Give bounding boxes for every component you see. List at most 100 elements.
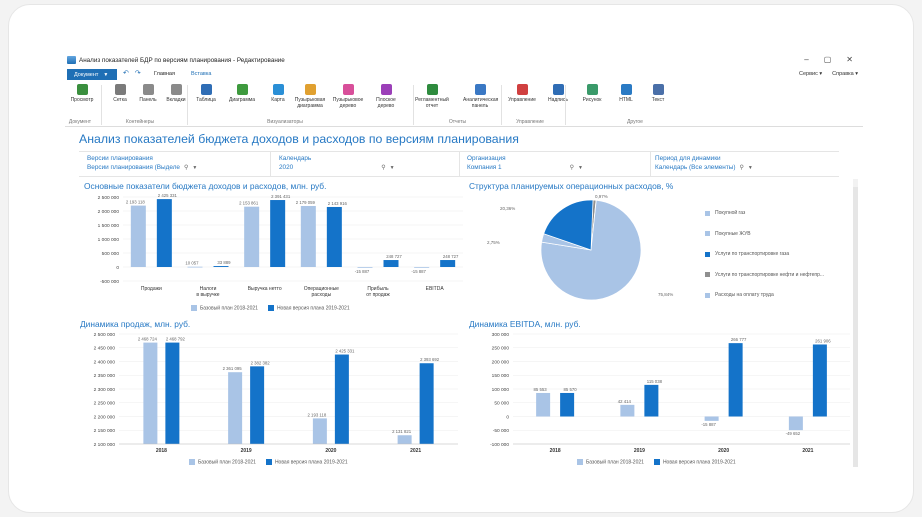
search-icon[interactable]: ⚲ (569, 165, 574, 171)
pie-slice[interactable] (543, 199, 594, 251)
ribbon-button-table[interactable]: Таблица (189, 84, 223, 103)
bar-new[interactable] (334, 354, 349, 444)
bar-new[interactable] (644, 384, 659, 417)
bar-new[interactable] (213, 266, 229, 267)
ribbon-button-tabs[interactable]: Вкладки (159, 84, 193, 103)
chevron-down-icon[interactable]: ▼ (389, 164, 395, 171)
legend-swatch (705, 210, 710, 216)
bar-new[interactable] (560, 392, 575, 417)
chevron-down-icon[interactable]: ▼ (747, 164, 753, 171)
ribbon-button-report[interactable]: Регламентный отчет (415, 84, 449, 109)
close-icon[interactable]: ✕ (846, 55, 853, 64)
search-icon[interactable]: ⚲ (183, 165, 189, 171)
ribbon-button-text[interactable]: Текст (641, 84, 675, 103)
document-menu-button[interactable]: Документ ▼ (67, 69, 117, 80)
data-label: 2 153 861 (239, 201, 259, 206)
bar-base[interactable] (143, 342, 158, 444)
pie-data-label: 20,36% (500, 206, 515, 211)
x-tick-label: Налоги (200, 286, 217, 292)
help-menu[interactable]: Справка ▾ (832, 71, 858, 77)
bar-base[interactable] (788, 416, 803, 431)
bar-base[interactable] (536, 392, 551, 417)
ribbon-button-html[interactable]: HTML (609, 84, 643, 103)
vertical-scrollbar[interactable] (853, 179, 858, 467)
app-icon (67, 56, 76, 64)
pie-data-label: 75,84% (658, 292, 673, 297)
bar-new[interactable] (419, 363, 434, 444)
filter-label: Календарь (279, 155, 312, 162)
search-icon[interactable]: ⚲ (381, 165, 386, 171)
service-menu[interactable]: Сервис ▾ (798, 71, 823, 77)
x-tick-label: 2021 (802, 448, 813, 454)
maximize-icon[interactable]: ▢ (823, 55, 832, 64)
ribbon-button-flat-tree[interactable]: Плоское дерево (369, 84, 403, 109)
bar-base[interactable] (397, 435, 412, 444)
bar-new[interactable] (440, 260, 456, 267)
y-tick-label: 2 200 000 (94, 414, 116, 420)
pie-legend-label: Покупные ЖУВ (715, 230, 751, 237)
bar-base[interactable] (300, 205, 316, 267)
chevron-down-icon[interactable]: ▼ (577, 164, 583, 171)
x-tick-label: Прибыль (367, 286, 389, 292)
data-label: -15 887 (701, 422, 716, 427)
bar-new[interactable] (383, 260, 399, 267)
ribbon-button-grid[interactable]: Сетка (103, 84, 137, 103)
tab-main[interactable]: Главная (154, 71, 175, 77)
legend-item-new: Новая версия плана 2019-2021 (267, 305, 350, 311)
y-tick-label: 2 350 000 (94, 373, 116, 379)
filter-calendar[interactable]: Календарь 2020 ⚲ ▼ (279, 155, 395, 171)
y-tick-label: -50 000 (493, 428, 510, 434)
ribbon-button-bubble-tree[interactable]: Пузырьковое дерево (331, 84, 365, 109)
ribbon-button-map[interactable]: Карта (261, 84, 295, 103)
bar-base[interactable] (228, 372, 243, 444)
data-label: 2 425 331 (335, 349, 355, 354)
bar-base[interactable] (130, 205, 146, 267)
bar-new[interactable] (812, 344, 827, 417)
y-tick-label: 2 250 000 (94, 401, 116, 407)
minimize-icon[interactable]: – (804, 55, 809, 64)
legend-sales-dynamics: Базовый план 2018-2021 Новая версия план… (189, 459, 348, 465)
filter-planning-versions[interactable]: Версии планирования Версии планирования … (87, 155, 197, 171)
bar-base[interactable] (244, 206, 260, 267)
ribbon-button-preview[interactable]: Просмотр (65, 84, 99, 103)
bar-base[interactable] (414, 267, 430, 268)
tab-insert[interactable]: Вставка (191, 71, 212, 77)
pie-legend-item: Расходы на оплату труда (705, 285, 824, 306)
ribbon-group-label: Контейнеры (125, 119, 155, 125)
bar-base[interactable] (620, 404, 635, 417)
y-tick-label: 2 000 000 (98, 209, 120, 215)
ribbon-button-bar-chart[interactable]: Диаграмма (225, 84, 259, 103)
ribbon-button-label[interactable]: Надпись (541, 84, 575, 103)
chart-title-main-indicators: Основные показатели бюджета доходов и ра… (84, 181, 327, 191)
ribbon-button-label: Аналитическая панель (463, 97, 499, 109)
bar-base[interactable] (187, 266, 203, 268)
legend-ebitda-dynamics: Базовый план 2018-2021 Новая версия план… (577, 459, 736, 465)
chevron-down-icon[interactable]: ▼ (192, 164, 198, 171)
ribbon-divider (413, 85, 414, 125)
ribbon-button-bubble-chart[interactable]: Пузырьковая диаграмма (293, 84, 327, 109)
bar-new[interactable] (156, 199, 172, 267)
data-label: 115 038 (647, 379, 663, 384)
ribbon-button-panel[interactable]: Панель (131, 84, 165, 103)
filter-organization[interactable]: Организация Компания 1 ⚲ ▼ (467, 155, 583, 171)
scrollbar-thumb[interactable] (853, 187, 858, 467)
bar-new[interactable] (250, 366, 265, 444)
filter-dynamics-period[interactable]: Период для динамики Календарь (Все элеме… (655, 155, 753, 171)
y-tick-label: 2 300 000 (94, 387, 116, 393)
bar-base[interactable] (704, 416, 719, 421)
bar-new[interactable] (165, 342, 180, 444)
bar-base[interactable] (357, 267, 373, 268)
ribbon-button-control[interactable]: Управление (505, 84, 539, 103)
bar-new[interactable] (270, 200, 286, 267)
chart-ebitda-dynamics: 300 000 250 000 200 000 150 000 100 000 50 00… (490, 332, 850, 454)
y-tick-label: 2 150 000 (94, 428, 116, 434)
bar-base[interactable] (312, 418, 327, 444)
ribbon-button-dashboard[interactable]: Аналитическая панель (463, 84, 499, 109)
bar-new[interactable] (326, 206, 342, 267)
redo-icon[interactable]: ↷ (134, 70, 141, 77)
search-icon[interactable]: ⚲ (739, 165, 744, 171)
ribbon-group-label: Другое (627, 119, 643, 125)
undo-icon[interactable]: ↶ (123, 70, 129, 77)
ribbon-button-picture[interactable]: Рисунок (575, 84, 609, 103)
bar-new[interactable] (728, 343, 743, 417)
